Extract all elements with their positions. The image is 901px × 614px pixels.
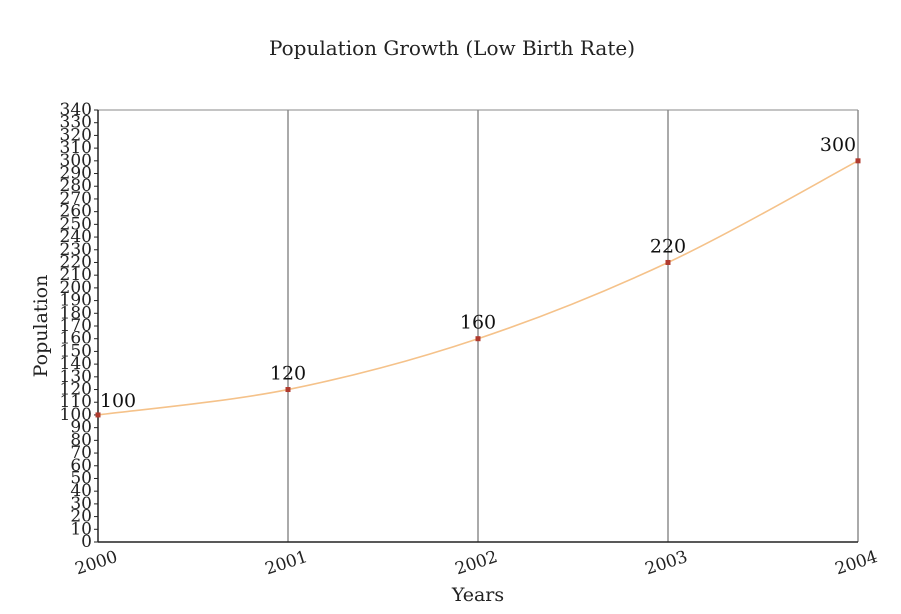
y-tick-label-250: 250 <box>60 214 92 234</box>
y-tick-label-140: 140 <box>60 354 92 374</box>
y-tick-label-230: 230 <box>60 240 92 260</box>
x-tick-label-2003: 2003 <box>643 547 690 579</box>
y-tick-label-260: 260 <box>60 202 92 222</box>
y-tick-label-100: 100 <box>60 405 92 425</box>
y-tick-label-70: 70 <box>70 443 92 463</box>
data-label-2000: 100 <box>100 390 136 412</box>
y-tick-label-210: 210 <box>60 265 92 285</box>
x-tick-label-2004: 2004 <box>833 547 880 579</box>
y-tick-label-240: 240 <box>60 227 92 247</box>
data-label-2003: 220 <box>650 235 686 257</box>
data-label-2004: 300 <box>820 134 856 156</box>
data-point-2001 <box>285 387 291 393</box>
y-ticks: 0102030405060708090100110120130140150160… <box>60 100 98 552</box>
y-tick-label-310: 310 <box>60 138 92 158</box>
chart-title: Population Growth (Low Birth Rate) <box>269 36 635 60</box>
x-tick-label-2002: 2002 <box>453 547 500 579</box>
y-tick-label-130: 130 <box>60 367 92 387</box>
data-point-2002 <box>475 336 481 342</box>
data-label-2001: 120 <box>270 363 306 385</box>
y-tick-label-120: 120 <box>60 380 92 400</box>
y-tick-label-340: 340 <box>60 100 92 120</box>
y-tick-label-320: 320 <box>60 125 92 145</box>
y-tick-label-330: 330 <box>60 113 92 133</box>
y-tick-label-220: 220 <box>60 252 92 272</box>
data-labels: 100 120 160 220 300 <box>100 134 856 412</box>
series <box>95 158 861 418</box>
y-tick-label-270: 270 <box>60 189 92 209</box>
y-tick-label-10: 10 <box>70 519 92 539</box>
y-tick-label-180: 180 <box>60 303 92 323</box>
data-point-2003 <box>665 259 671 265</box>
x-tick-label-2000: 2000 <box>73 547 120 579</box>
y-axis-label: Population <box>30 275 52 378</box>
y-tick-label-150: 150 <box>60 341 92 361</box>
y-tick-label-170: 170 <box>60 316 92 336</box>
x-axis-label: Years <box>451 584 504 606</box>
y-tick-label-200: 200 <box>60 278 92 298</box>
data-label-2002: 160 <box>460 312 496 334</box>
grid <box>287 110 859 542</box>
y-tick-label-280: 280 <box>60 176 92 196</box>
y-tick-label-190: 190 <box>60 291 92 311</box>
y-tick-label-300: 300 <box>60 151 92 171</box>
y-tick-label-80: 80 <box>70 430 92 450</box>
y-tick-label-40: 40 <box>70 481 92 501</box>
y-tick-label-90: 90 <box>70 418 92 438</box>
x-ticks: 2000 2001 2002 2003 2004 <box>73 547 880 579</box>
x-tick-label-2001: 2001 <box>263 547 310 579</box>
data-point-2000 <box>95 412 101 418</box>
y-tick-label-290: 290 <box>60 164 92 184</box>
y-tick-label-50: 50 <box>70 468 92 488</box>
y-tick-label-30: 30 <box>70 494 92 514</box>
y-tick-label-0: 0 <box>81 532 92 552</box>
y-tick-label-110: 110 <box>60 392 92 412</box>
data-point-2004 <box>855 158 861 164</box>
y-tick-label-160: 160 <box>60 329 92 349</box>
y-tick-label-20: 20 <box>70 507 92 527</box>
y-tick-label-60: 60 <box>70 456 92 476</box>
